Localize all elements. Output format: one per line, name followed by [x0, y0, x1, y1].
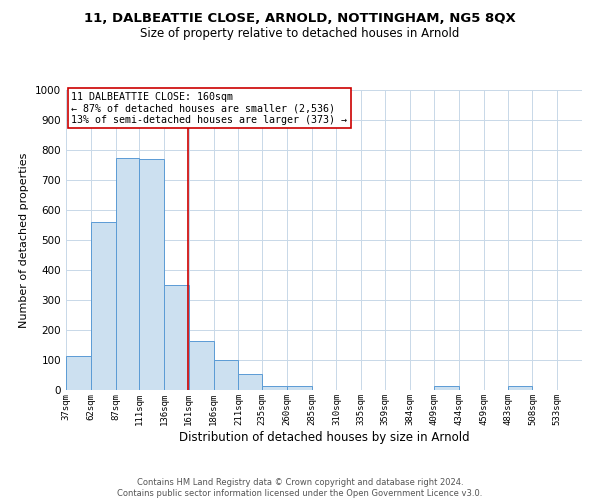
Bar [116, 158, 139, 390]
Bar [164, 285, 189, 390]
Bar [434, 386, 459, 390]
Text: 11 DALBEATTIE CLOSE: 160sqm
← 87% of detached houses are smaller (2,536)
13% of : 11 DALBEATTIE CLOSE: 160sqm ← 87% of det… [71, 92, 347, 124]
Text: 11, DALBEATTIE CLOSE, ARNOLD, NOTTINGHAM, NG5 8QX: 11, DALBEATTIE CLOSE, ARNOLD, NOTTINGHAM… [84, 12, 516, 26]
Text: Size of property relative to detached houses in Arnold: Size of property relative to detached ho… [140, 28, 460, 40]
Bar [262, 386, 287, 390]
Text: Contains HM Land Registry data © Crown copyright and database right 2024.
Contai: Contains HM Land Registry data © Crown c… [118, 478, 482, 498]
Bar [238, 374, 262, 390]
Bar [287, 386, 311, 390]
Bar [508, 386, 532, 390]
Bar [139, 159, 164, 390]
Bar [189, 340, 214, 390]
Bar [91, 222, 116, 390]
Y-axis label: Number of detached properties: Number of detached properties [19, 152, 29, 328]
X-axis label: Distribution of detached houses by size in Arnold: Distribution of detached houses by size … [179, 430, 469, 444]
Bar [66, 356, 91, 390]
Bar [214, 360, 238, 390]
